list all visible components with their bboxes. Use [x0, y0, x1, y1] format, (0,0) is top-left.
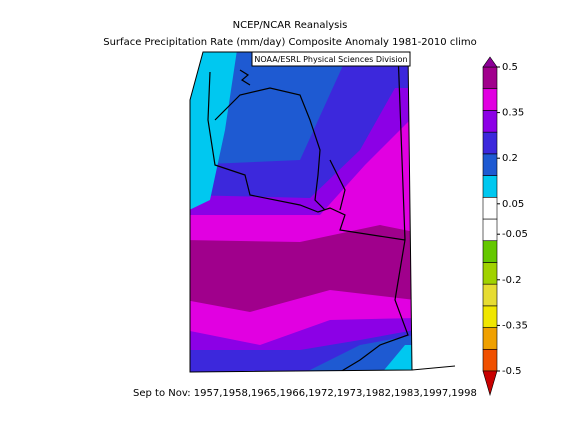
credit-box	[251, 51, 411, 67]
bottom-arrow	[482, 370, 498, 397]
tick-label: -0.35	[502, 320, 528, 331]
tick-label: -0.5	[502, 366, 522, 377]
credit: NOAA/ESRL Physical Sciences Division	[254, 55, 407, 64]
color-box	[482, 283, 498, 307]
color-box	[482, 196, 498, 220]
color-box	[482, 327, 498, 350]
color-box	[482, 305, 498, 328]
color-box	[482, 88, 498, 111]
color-box	[482, 240, 498, 263]
color-box	[482, 110, 498, 133]
top-arrow	[482, 56, 498, 68]
title: NCEP/NCAR Reanalysis	[233, 20, 348, 31]
colorbar: 0.5 0.35 0.2 0.05 -0.05 -0.2 -0.35 -0.5	[482, 56, 528, 397]
color-box	[482, 262, 498, 285]
tick-label: -0.05	[502, 229, 528, 240]
map	[190, 52, 412, 372]
tick-label: 0.2	[502, 153, 518, 164]
color-box	[482, 66, 498, 90]
caption: Sep to Nov: 1957,1958,1965,1966,1972,197…	[133, 388, 477, 399]
color-box	[482, 218, 498, 242]
tick-label: 0.05	[502, 199, 524, 210]
color-box	[482, 348, 498, 372]
tick-label: -0.2	[502, 275, 522, 286]
color-box	[482, 131, 498, 155]
tick-label: 0.35	[502, 108, 524, 119]
tick-label: 0.5	[502, 62, 518, 73]
color-box	[482, 153, 498, 176]
subtitle: Surface Precipitation Rate (mm/day) Comp…	[103, 37, 476, 48]
color-box	[482, 175, 498, 198]
